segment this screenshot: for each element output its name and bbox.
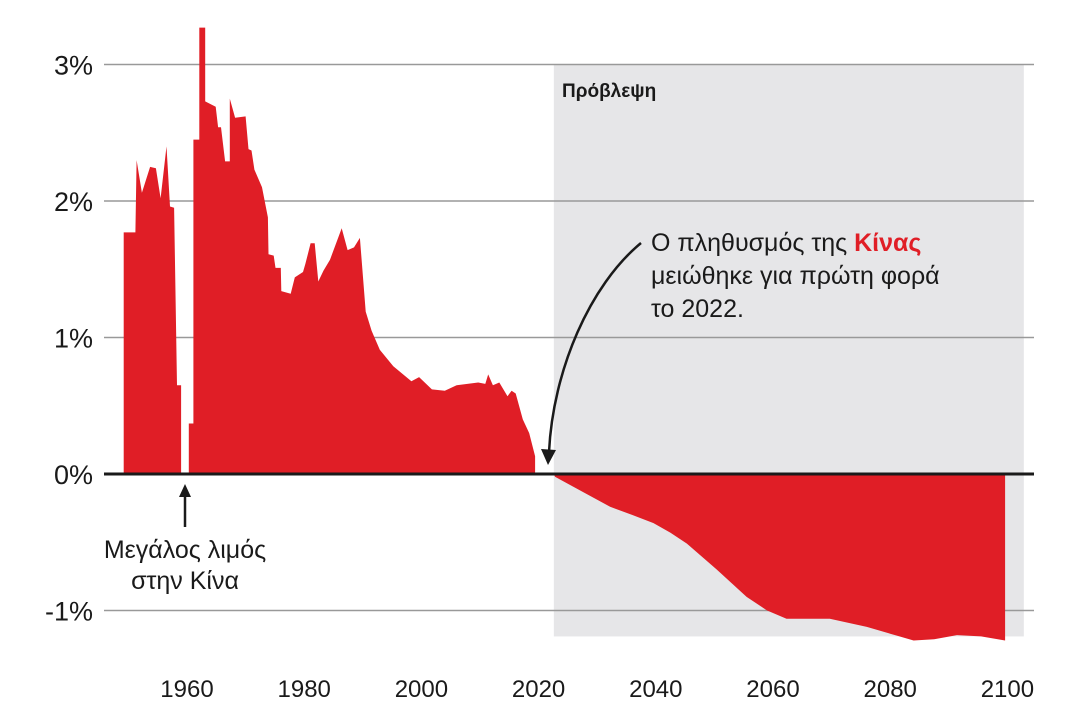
famine-arrow-head: [179, 484, 191, 497]
y-tick-label: -1%: [45, 597, 93, 627]
area-forecast: [553, 474, 1006, 641]
x-tick-label: 2060: [746, 676, 799, 703]
decline-annotation: Ο πληθυσμός της Κίνας μειώθηκε για πρώτη…: [541, 229, 940, 465]
y-tick-label: 1%: [54, 324, 93, 354]
y-tick-label: 3%: [54, 51, 93, 81]
x-tick-label: 1960: [160, 676, 213, 703]
decline-label-prefix: Ο πληθυσμός της: [651, 229, 854, 257]
decline-label-line-3: το 2022.: [651, 295, 744, 323]
decline-label-highlight: Κίνας: [854, 229, 921, 257]
x-tick-label: 2000: [395, 676, 448, 703]
y-tick-label: 2%: [54, 187, 93, 217]
x-tick-label: 2080: [864, 676, 917, 703]
decline-arrow-line: [547, 242, 642, 453]
x-tick-label: 2020: [512, 676, 565, 703]
x-tick-label: 1980: [278, 676, 331, 703]
famine-annotation: Μεγάλος λιμός στην Κίνα: [104, 484, 266, 595]
decline-label-line-2: μειώθηκε για πρώτη φορά: [651, 262, 940, 290]
x-tick-label: 2040: [629, 676, 682, 703]
forecast-label: Πρόβλεψη: [562, 81, 656, 102]
decline-label-line-1: Ο πληθυσμός της Κίνας: [651, 229, 921, 257]
decline-arrow-head: [541, 449, 556, 465]
y-tick-label: 0%: [54, 460, 93, 490]
area-historical: [123, 27, 536, 474]
famine-label-line-1: Μεγάλος λιμός: [104, 536, 266, 564]
x-tick-label: 2100: [981, 676, 1034, 703]
famine-label-line-2: στην Κίνα: [131, 567, 239, 595]
